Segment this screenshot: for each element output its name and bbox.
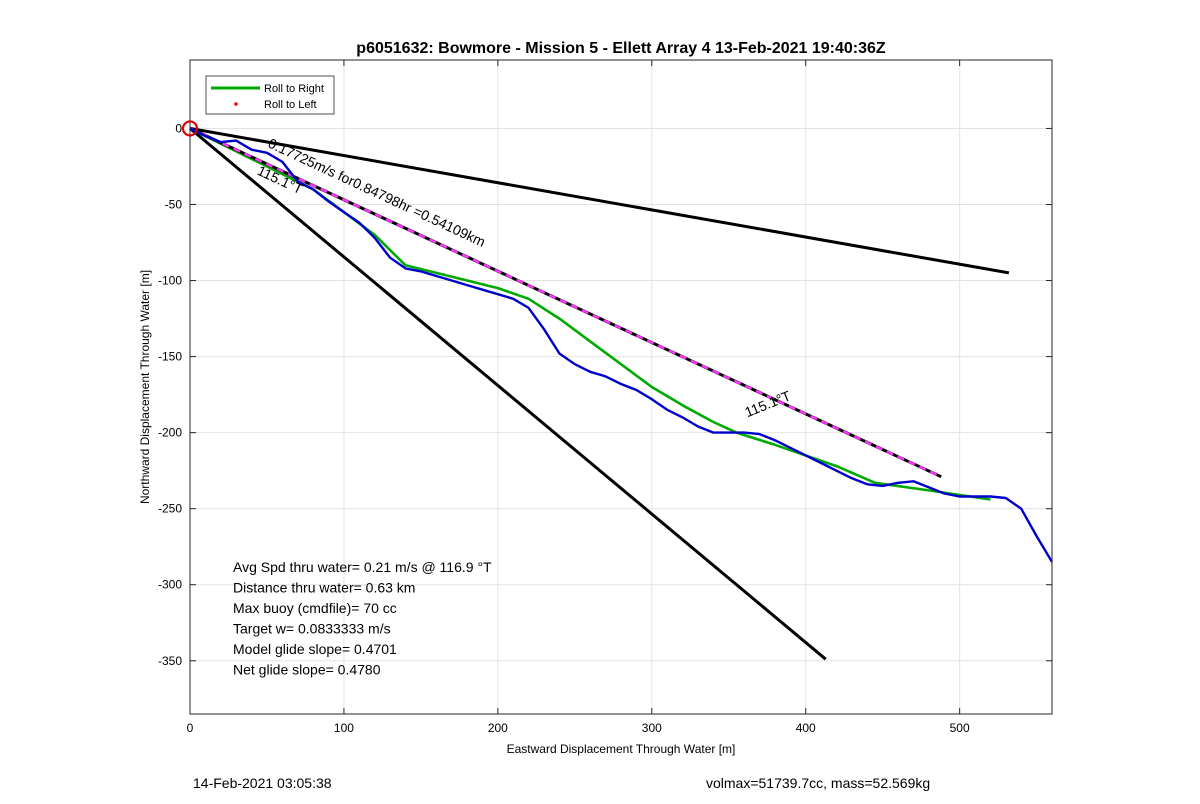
series-track — [189, 127, 1054, 563]
legend-box — [205, 75, 335, 115]
x-axis-label: Eastward Displacement Through Water [m] — [507, 742, 736, 756]
y-tick-label: -350 — [158, 654, 182, 668]
y-tick-label: -100 — [158, 274, 182, 288]
stats-box: Avg Spd thru water= 0.21 m/s @ 116.9 °T D… — [233, 559, 492, 678]
y-tick-label: -250 — [158, 502, 182, 516]
x-tick-label: 100 — [334, 721, 354, 735]
axis-ticks: 0 100 200 300 400 500 0 -50 -100 -150 -200 -250 -300… — [158, 60, 1052, 735]
line-heading-magenta — [189, 127, 942, 478]
line-upper-bound — [189, 126, 1010, 275]
x-tick-label: 200 — [488, 721, 508, 735]
x-tick-label: 500 — [950, 721, 970, 735]
y-tick-label: -50 — [165, 197, 183, 211]
stat-line: Net glide slope= 0.4780 — [233, 662, 381, 678]
x-tick-label: 300 — [642, 721, 662, 735]
stat-line: Model glide slope= 0.4701 — [233, 641, 397, 657]
stat-line: Distance thru water= 0.63 km — [233, 580, 415, 596]
legend-dot-roll-left — [234, 102, 238, 106]
y-tick-label: -300 — [158, 578, 182, 592]
chart-title: p6051632: Bowmore - Mission 5 - Ellett A… — [356, 40, 886, 57]
x-tick-label: 400 — [796, 721, 816, 735]
plot-area — [190, 60, 1052, 714]
y-tick-label: -150 — [158, 350, 182, 364]
legend-label-roll-left: Roll to Left — [264, 99, 317, 111]
y-axis-label: Northward Displacement Through Water [m] — [138, 270, 152, 504]
legend-label-roll-right: Roll to Right — [264, 83, 324, 95]
start-marker — [181, 120, 199, 137]
x-tick-label: 0 — [187, 721, 194, 735]
stat-line: Avg Spd thru water= 0.21 m/s @ 116.9 °T — [233, 559, 492, 575]
footer-timestamp: 14-Feb-2021 03:05:38 — [193, 775, 332, 791]
stat-line: Target w= 0.0833333 m/s — [233, 621, 391, 637]
footer-info: volmax=51739.7cc, mass=52.569kg — [706, 775, 931, 791]
y-tick-label: -200 — [158, 426, 182, 440]
stat-line: Max buoy (cmdfile)= 70 cc — [233, 600, 397, 616]
line-lower-bound — [189, 127, 827, 661]
series-group — [189, 126, 1054, 661]
legend: Roll to Right Roll to Left — [205, 75, 335, 115]
axes-frame — [189, 59, 1053, 715]
y-tick-label: 0 — [175, 121, 182, 135]
